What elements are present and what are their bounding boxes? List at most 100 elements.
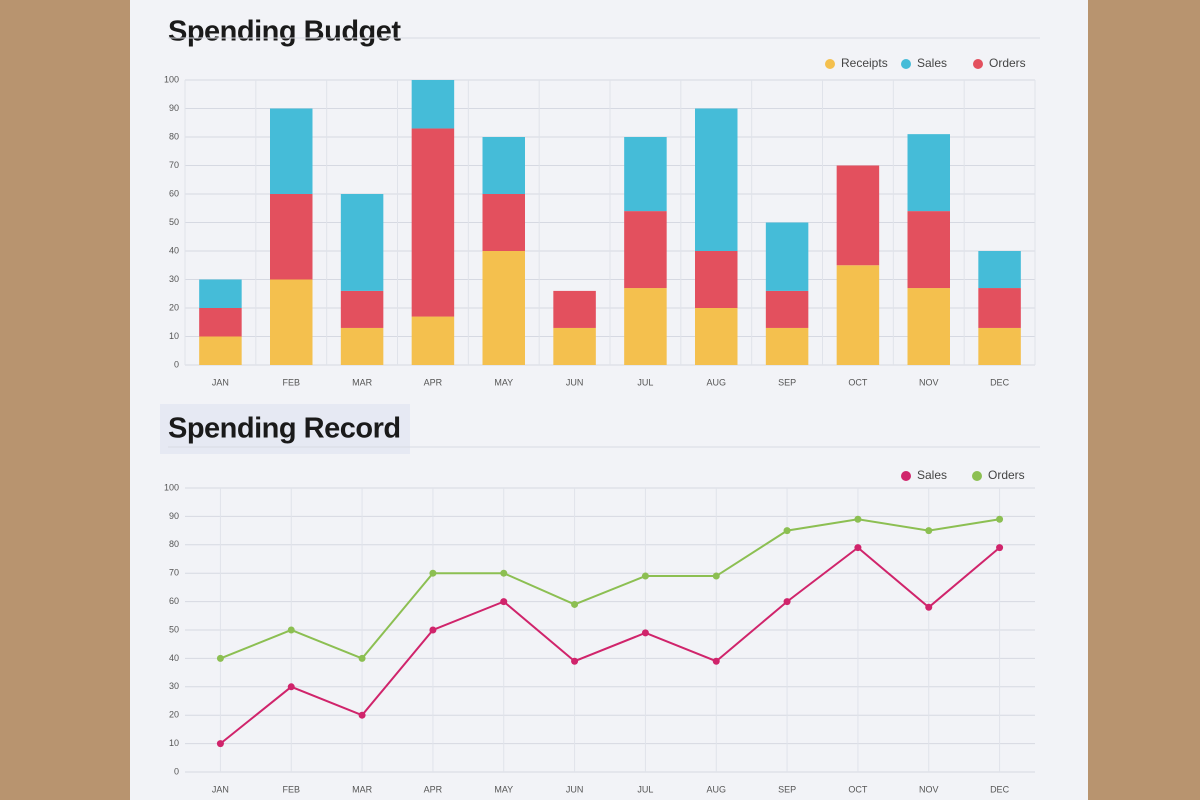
y-tick-label: 0 — [174, 359, 179, 369]
line-point — [854, 515, 862, 523]
line-point — [429, 569, 437, 577]
bar-segment — [624, 288, 667, 365]
bar-segment — [907, 288, 950, 365]
x-tick-label: NOV — [919, 377, 939, 387]
y-tick-label: 10 — [169, 331, 179, 341]
y-tick-label: 100 — [164, 74, 179, 84]
line-point — [996, 544, 1004, 552]
x-tick-label: SEP — [778, 377, 796, 387]
legend-swatch — [972, 471, 982, 481]
x-tick-label: FEB — [282, 784, 300, 794]
bar-segment — [907, 211, 950, 289]
line-series — [219, 546, 1001, 745]
line-point — [641, 629, 649, 637]
x-tick-label: JUN — [566, 784, 584, 794]
legend-label: Receipts — [841, 56, 888, 70]
legend-label: Sales — [917, 468, 947, 482]
y-tick-label: 40 — [169, 653, 179, 663]
y-tick-label: 20 — [169, 710, 179, 720]
legend-swatch — [825, 59, 835, 69]
bar-segment — [482, 251, 525, 365]
bar-segment — [695, 108, 738, 251]
bar-segment — [836, 165, 880, 266]
x-tick-label: MAY — [494, 377, 513, 387]
x-tick-label: OCT — [848, 377, 868, 387]
bar-segment — [907, 134, 950, 212]
y-tick-label: 0 — [174, 766, 179, 776]
line-point — [216, 740, 224, 748]
bar-segment — [340, 327, 384, 365]
legend-swatch — [901, 59, 911, 69]
y-tick-label: 60 — [169, 188, 179, 198]
y-tick-label: 40 — [169, 245, 179, 255]
bar-segment — [270, 279, 313, 365]
bar-segment — [695, 251, 738, 308]
legend-label: Orders — [988, 468, 1025, 482]
line-point — [925, 603, 933, 611]
bar-segment — [553, 327, 596, 365]
x-tick-label: OCT — [848, 784, 868, 794]
bar-segment — [340, 194, 384, 291]
x-tick-label: DEC — [990, 784, 1010, 794]
y-tick-label: 30 — [169, 681, 179, 691]
x-tick-label: MAR — [352, 377, 373, 387]
bar-segment — [765, 290, 809, 328]
x-tick-label: SEP — [778, 784, 796, 794]
legend-label: Sales — [917, 56, 947, 70]
bar-segment — [199, 308, 242, 337]
x-tick-label: JUL — [637, 377, 653, 387]
x-tick-label: NOV — [919, 784, 939, 794]
bar-segment — [411, 316, 455, 365]
line-point — [925, 527, 933, 535]
bar-segment — [836, 265, 880, 365]
x-tick-label: AUG — [706, 784, 726, 794]
bar-segment — [624, 211, 667, 289]
line-point — [429, 626, 437, 634]
line-point — [500, 598, 508, 606]
y-tick-label: 70 — [169, 160, 179, 170]
line-point — [216, 654, 224, 662]
x-tick-label: JAN — [212, 377, 229, 387]
bar-segment — [978, 288, 1021, 328]
y-tick-label: 90 — [169, 511, 179, 521]
line-point — [287, 683, 295, 691]
bar-segment — [553, 290, 596, 328]
legend-label: Orders — [989, 56, 1026, 70]
chart-title: Spending Budget — [168, 16, 401, 48]
x-tick-label: FEB — [282, 377, 300, 387]
line-series — [220, 518, 1000, 660]
bar-segment — [482, 194, 525, 251]
line-point — [500, 569, 508, 577]
chart-title: Spending Record — [168, 413, 401, 445]
bar-segment — [411, 128, 455, 317]
x-tick-label: APR — [424, 784, 443, 794]
line-point — [287, 626, 295, 634]
bar-segment — [199, 336, 242, 365]
x-tick-label: MAR — [352, 784, 373, 794]
x-tick-label: APR — [424, 377, 443, 387]
y-tick-label: 90 — [169, 103, 179, 113]
bar-segment — [411, 80, 455, 129]
line-point — [358, 711, 366, 719]
line-point — [783, 598, 791, 606]
y-tick-label: 50 — [169, 624, 179, 634]
y-tick-label: 10 — [169, 738, 179, 748]
y-tick-label: 70 — [169, 568, 179, 578]
bar-segment — [270, 194, 313, 280]
y-tick-label: 30 — [169, 274, 179, 284]
bar-segment — [978, 327, 1021, 365]
title-band — [160, 404, 410, 454]
x-tick-label: JUN — [566, 377, 584, 387]
line-point — [571, 600, 579, 608]
line-point — [712, 572, 720, 580]
y-tick-label: 80 — [169, 131, 179, 141]
bar-segment — [765, 327, 809, 365]
x-tick-label: DEC — [990, 377, 1010, 387]
y-tick-label: 50 — [169, 217, 179, 227]
y-tick-label: 20 — [169, 302, 179, 312]
bar-segment — [340, 290, 384, 328]
bar-segment — [978, 251, 1021, 289]
y-tick-label: 80 — [169, 539, 179, 549]
x-tick-label: JUL — [637, 784, 653, 794]
